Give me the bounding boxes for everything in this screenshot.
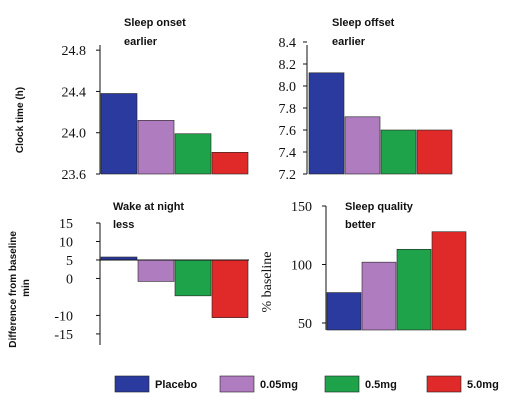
- y-tick-label: 10: [59, 235, 73, 250]
- y-tick-label: 8.2: [279, 58, 297, 73]
- panel-sleep-onset: Sleep onset earlier Clock time (h) 23.6 2…: [15, 17, 249, 183]
- bar-5-0mg: [431, 231, 467, 331]
- y-axis-label-line1: Difference from baseline: [8, 231, 19, 348]
- y-tick-label: 7.4: [279, 146, 297, 161]
- y-tick-label: 5: [66, 254, 73, 269]
- bar-5-0mg: [211, 259, 249, 318]
- y-tick-label: 100: [291, 258, 312, 273]
- y-tick-label: 7.6: [279, 124, 297, 139]
- legend-label: 5.0mg: [467, 379, 499, 391]
- y-axis-label: % baseline: [260, 251, 275, 312]
- panel-title: Sleep quality: [345, 201, 414, 213]
- panel-title: Sleep onset: [124, 17, 186, 29]
- panel-wake-at-night: Wake at night less Difference from basel…: [8, 201, 249, 348]
- y-tick-label: 24.4: [62, 85, 87, 100]
- bar-0-05mg: [137, 120, 175, 175]
- y-tick-label: 8.4: [279, 36, 297, 51]
- legend-label: 0.5mg: [365, 379, 397, 391]
- y-axis-label-line2: min: [21, 279, 32, 297]
- panel-subtitle: earlier: [332, 36, 366, 48]
- bar-0-5mg: [396, 248, 432, 331]
- y-tick-label: 7.2: [279, 168, 297, 183]
- legend-label: 0.05mg: [260, 379, 298, 391]
- bar-0-05mg: [344, 116, 381, 175]
- y-tick-label: 150: [291, 200, 312, 215]
- panel-title: Wake at night: [113, 201, 184, 213]
- panel-sleep-offset: Sleep offset earlier 7.2 7.4 7.6 7.8 8.0 8.2 8…: [279, 17, 453, 183]
- bar-0-05mg: [361, 261, 397, 331]
- y-tick-label: 8.0: [279, 80, 297, 95]
- bar-5-0mg: [211, 152, 249, 175]
- bar-placebo: [100, 93, 138, 175]
- bar-placebo: [308, 72, 345, 175]
- y-axis-label: Clock time (h): [15, 87, 26, 153]
- y-axis-label: Difference from baseline min: [8, 228, 32, 348]
- y-tick-label: -15: [54, 328, 73, 343]
- y-tick-label: -10: [54, 309, 73, 324]
- panel-subtitle: better: [345, 219, 376, 231]
- legend-swatch: [324, 375, 360, 393]
- y-tick-label: 0: [66, 272, 73, 287]
- panel-subtitle: earlier: [124, 36, 158, 48]
- bar-0-5mg: [174, 259, 212, 297]
- y-tick-label: 23.6: [62, 168, 87, 183]
- bar-0-05mg: [137, 259, 175, 282]
- legend: Placebo 0.05mg 0.5mg 5.0mg: [114, 375, 499, 393]
- y-tick-label: 24.8: [62, 44, 87, 59]
- bar-0-5mg: [174, 133, 212, 175]
- y-tick-label: 15: [59, 217, 73, 232]
- legend-label: Placebo: [155, 379, 197, 391]
- y-tick-label: 7.8: [279, 102, 297, 117]
- panel-sleep-quality: Sleep quality better % baseline 50 100 150: [260, 200, 467, 332]
- legend-swatch: [114, 375, 150, 393]
- legend-swatch: [426, 375, 462, 393]
- bar-placebo: [326, 292, 362, 331]
- panel-subtitle: less: [113, 219, 134, 231]
- bar-5-0mg: [416, 129, 453, 175]
- panel-title: Sleep offset: [332, 17, 395, 29]
- bar-0-5mg: [380, 129, 417, 175]
- legend-swatch: [219, 375, 255, 393]
- y-tick-label: 24.0: [62, 127, 87, 142]
- y-tick-label: 50: [298, 317, 312, 332]
